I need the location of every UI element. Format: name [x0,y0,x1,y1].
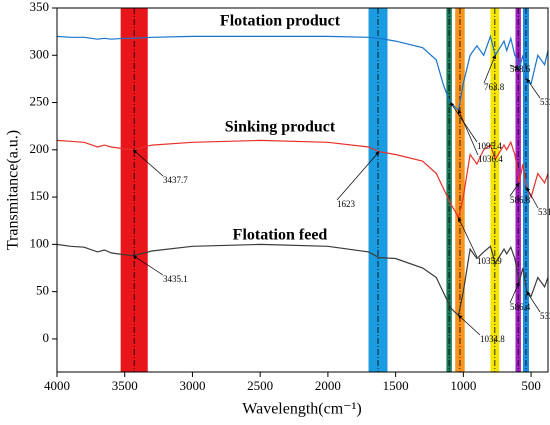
annotation-arrow [526,291,541,313]
y-tick-label: 150 [30,188,50,203]
annotation-label: 532.4 [540,97,550,107]
annotation-label: 531.9 [538,207,550,217]
annotation-arrow [457,314,481,336]
x-tick-label: 1000 [450,378,476,393]
x-tick-label: 4000 [44,378,70,393]
x-tick-label: 3000 [179,378,205,393]
annotation-arrow [132,255,164,276]
series-name: Sinking product [225,119,336,136]
y-axis-label: Transmitance(a.u.) [5,130,22,250]
y-tick-label: 250 [30,94,50,109]
series-name: Flotation product [220,13,341,30]
plot-frame [56,7,549,373]
annotation-label: 1036.4 [478,154,503,164]
annotation-label: 3435.1 [163,274,188,284]
annotation-label: 586.8 [510,195,531,205]
annotation-label: 763.8 [484,82,505,92]
y-tick-label: 200 [30,141,50,156]
annotation-label: 1623 [337,199,356,209]
y-tick-label: 350 [30,0,50,14]
annotation-label: 532.0 [540,311,550,321]
annotation-arrow [483,54,496,84]
x-tick-label: 1500 [383,378,409,393]
x-tick-label: 3500 [112,378,138,393]
series-line [56,139,549,220]
annotation-arrow [132,149,164,177]
annotation-arrow [509,182,520,197]
y-tick-label: 50 [36,283,49,298]
x-tick-label: 2500 [247,378,273,393]
annotation-arrow [509,64,520,70]
x-axis-label: Wavelength(cm⁻¹) [242,401,361,418]
annotation-arrow [336,151,380,201]
y-tick-label: 300 [30,46,50,61]
annotation-arrow [526,187,539,209]
x-tick-label: 2000 [315,378,341,393]
y-tick-label: 100 [30,235,50,250]
y-tick-label: 0 [43,330,50,345]
annotation-label: 1035.9 [477,256,502,266]
series-line [56,243,549,317]
annotation-arrow [526,78,541,99]
annotation-label: 586.4 [510,302,531,312]
annotation-arrow [509,281,520,304]
series-name: Flotation feed [233,227,328,244]
annotation-label: 1034.8 [480,334,505,344]
annotation-label: 3437.7 [163,175,188,185]
annotation-label: 1095.4 [477,141,502,151]
annotation-arrow [458,217,478,258]
x-tick-label: 500 [521,378,541,393]
annotation-label: 588.6 [510,64,531,74]
annotation-arrow [457,109,479,156]
